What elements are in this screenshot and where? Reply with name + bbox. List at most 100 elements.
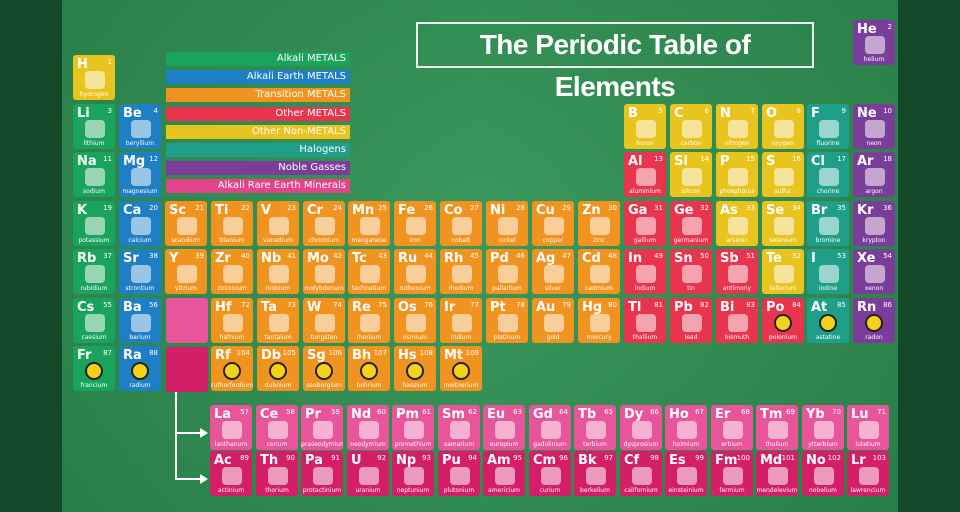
- element-tile[interactable]: F 9 fluorine: [807, 104, 849, 149]
- element-tile[interactable]: Tm 69 thulium: [756, 405, 798, 450]
- element-tile[interactable]: Ne 10 neon: [853, 104, 895, 149]
- element-tile[interactable]: Li 3 lithium: [73, 104, 115, 149]
- element-tile[interactable]: Ni 28 nickel: [486, 201, 528, 246]
- element-tile[interactable]: Rf 104 rutherfordium: [211, 346, 253, 391]
- element-tile[interactable]: Y 39 yttrium: [165, 249, 207, 294]
- element-tile[interactable]: O 8 oxygen: [762, 104, 804, 149]
- element-tile[interactable]: Mg 12 magnesium: [119, 152, 161, 197]
- element-tile[interactable]: B 5 boron: [624, 104, 666, 149]
- element-tile[interactable]: Bi 83 bismuth: [716, 298, 758, 343]
- element-tile[interactable]: Fr 87 francium: [73, 346, 115, 391]
- element-tile[interactable]: Ge 32 germanium: [670, 201, 712, 246]
- element-tile[interactable]: Lu 71 lutetium: [847, 405, 889, 450]
- element-tile[interactable]: Tc 43 technetium: [348, 249, 390, 294]
- element-tile[interactable]: Hs 108 hassium: [394, 346, 436, 391]
- element-tile[interactable]: Eu 63 europium: [483, 405, 525, 450]
- element-tile[interactable]: H 1 hydrogen: [73, 55, 115, 100]
- element-tile[interactable]: Ho 67 holmium: [665, 405, 707, 450]
- element-tile[interactable]: P 15 phosphorus: [716, 152, 758, 197]
- element-tile[interactable]: Be 4 beryllium: [119, 104, 161, 149]
- element-tile[interactable]: Xe 54 xenon: [853, 249, 895, 294]
- element-tile[interactable]: Mo 42 molybdenum: [303, 249, 345, 294]
- element-tile[interactable]: Kr 36 krypton: [853, 201, 895, 246]
- element-tile[interactable]: Tb 65 terbium: [574, 405, 616, 450]
- element-tile[interactable]: Po 84 polonium: [762, 298, 804, 343]
- element-tile[interactable]: C 6 carbon: [670, 104, 712, 149]
- element-tile[interactable]: Os 76 osmium: [394, 298, 436, 343]
- element-tile[interactable]: V 23 vanadium: [257, 201, 299, 246]
- element-tile[interactable]: Md 101 mendelevium: [756, 451, 798, 496]
- element-tile[interactable]: Au 79 gold: [532, 298, 574, 343]
- element-tile[interactable]: Cf 98 californium: [620, 451, 662, 496]
- element-tile[interactable]: W 74 tungsten: [303, 298, 345, 343]
- element-tile[interactable]: S 16 sulfur: [762, 152, 804, 197]
- element-tile[interactable]: Np 93 neptunium: [392, 451, 434, 496]
- element-tile[interactable]: Co 27 cobalt: [440, 201, 482, 246]
- element-tile[interactable]: Ar 18 argon: [853, 152, 895, 197]
- element-tile[interactable]: Nb 41 niobium: [257, 249, 299, 294]
- element-tile[interactable]: Zr 40 zirconium: [211, 249, 253, 294]
- element-tile[interactable]: Rb 37 rubidium: [73, 249, 115, 294]
- element-tile[interactable]: Ac 89 actinium: [210, 451, 252, 496]
- element-tile[interactable]: Gd 64 gadolinium: [529, 405, 571, 450]
- element-tile[interactable]: Pu 94 plutonium: [438, 451, 480, 496]
- element-tile[interactable]: Cu 29 copper: [532, 201, 574, 246]
- element-tile[interactable]: Es 99 einsteinium: [665, 451, 707, 496]
- element-tile[interactable]: Ra 88 radium: [119, 346, 161, 391]
- element-tile[interactable]: At 85 astatine: [807, 298, 849, 343]
- element-tile[interactable]: Te 52 tellurium: [762, 249, 804, 294]
- element-tile[interactable]: Ce 58 cerium: [256, 405, 298, 450]
- element-tile[interactable]: Pt 78 platinum: [486, 298, 528, 343]
- element-tile[interactable]: Na 11 sodium: [73, 152, 115, 197]
- element-tile[interactable]: In 49 indium: [624, 249, 666, 294]
- element-tile[interactable]: Sn 50 tin: [670, 249, 712, 294]
- element-tile[interactable]: Fe 26 iron: [394, 201, 436, 246]
- element-tile[interactable]: Mt 109 meitnerium: [440, 346, 482, 391]
- element-tile[interactable]: Ti 22 titanium: [211, 201, 253, 246]
- element-tile[interactable]: Am 95 americium: [483, 451, 525, 496]
- element-tile[interactable]: Bk 97 berkelium: [574, 451, 616, 496]
- element-tile[interactable]: La 57 lanthanum: [210, 405, 252, 450]
- element-tile[interactable]: Db 105 dubnium: [257, 346, 299, 391]
- element-tile[interactable]: Rn 86 radon: [853, 298, 895, 343]
- element-tile[interactable]: Ga 31 gallium: [624, 201, 666, 246]
- element-tile[interactable]: Cl 17 chorine: [807, 152, 849, 197]
- element-tile[interactable]: As 33 arsenic: [716, 201, 758, 246]
- element-tile[interactable]: Th 90 thorium: [256, 451, 298, 496]
- element-tile[interactable]: Ba 56 barium: [119, 298, 161, 343]
- element-tile[interactable]: Sr 38 strontium: [119, 249, 161, 294]
- element-tile[interactable]: Pa 91 protactinium: [301, 451, 343, 496]
- element-tile[interactable]: Sg 106 seaborgium: [303, 346, 345, 391]
- element-tile[interactable]: K 19 potassium: [73, 201, 115, 246]
- element-tile[interactable]: Nd 60 neodymium: [347, 405, 389, 450]
- element-tile[interactable]: Re 75 rhenium: [348, 298, 390, 343]
- element-tile[interactable]: Zn 30 zinc: [578, 201, 620, 246]
- element-tile[interactable]: U 92 uranium: [347, 451, 389, 496]
- element-tile[interactable]: No 102 nobelium: [802, 451, 844, 496]
- element-tile[interactable]: Ru 44 ruthenium: [394, 249, 436, 294]
- element-tile[interactable]: Cs 55 caesium: [73, 298, 115, 343]
- element-tile[interactable]: Er 68 erbium: [711, 405, 753, 450]
- element-tile[interactable]: Rh 45 rhodium: [440, 249, 482, 294]
- element-tile[interactable]: Sc 21 scandium: [165, 201, 207, 246]
- element-tile[interactable]: Cm 96 curium: [529, 451, 571, 496]
- element-tile[interactable]: Pr 59 praseodymium: [301, 405, 343, 450]
- element-tile[interactable]: Tl 81 thallium: [624, 298, 666, 343]
- element-tile[interactable]: Dy 66 dysprosium: [620, 405, 662, 450]
- element-tile[interactable]: Lr 103 lawrencium: [847, 451, 889, 496]
- element-tile[interactable]: Cd 48 cadmium: [578, 249, 620, 294]
- element-tile[interactable]: Cr 24 chromium: [303, 201, 345, 246]
- element-tile[interactable]: Pm 61 promethium: [392, 405, 434, 450]
- element-tile[interactable]: Yb 70 ytterbium: [802, 405, 844, 450]
- element-tile[interactable]: Si 14 silicon: [670, 152, 712, 197]
- element-tile[interactable]: Mn 25 manganese: [348, 201, 390, 246]
- element-tile[interactable]: Bh 107 bohrium: [348, 346, 390, 391]
- element-tile[interactable]: Pd 46 palladium: [486, 249, 528, 294]
- element-tile[interactable]: He 2 helium: [853, 20, 895, 65]
- element-tile[interactable]: N 7 nitrogen: [716, 104, 758, 149]
- element-tile[interactable]: Fm 100 fermium: [711, 451, 753, 496]
- element-tile[interactable]: Se 34 selenium: [762, 201, 804, 246]
- element-tile[interactable]: Ta 73 tantalum: [257, 298, 299, 343]
- element-tile[interactable]: Hf 72 hafnium: [211, 298, 253, 343]
- element-tile[interactable]: Hg 80 mercury: [578, 298, 620, 343]
